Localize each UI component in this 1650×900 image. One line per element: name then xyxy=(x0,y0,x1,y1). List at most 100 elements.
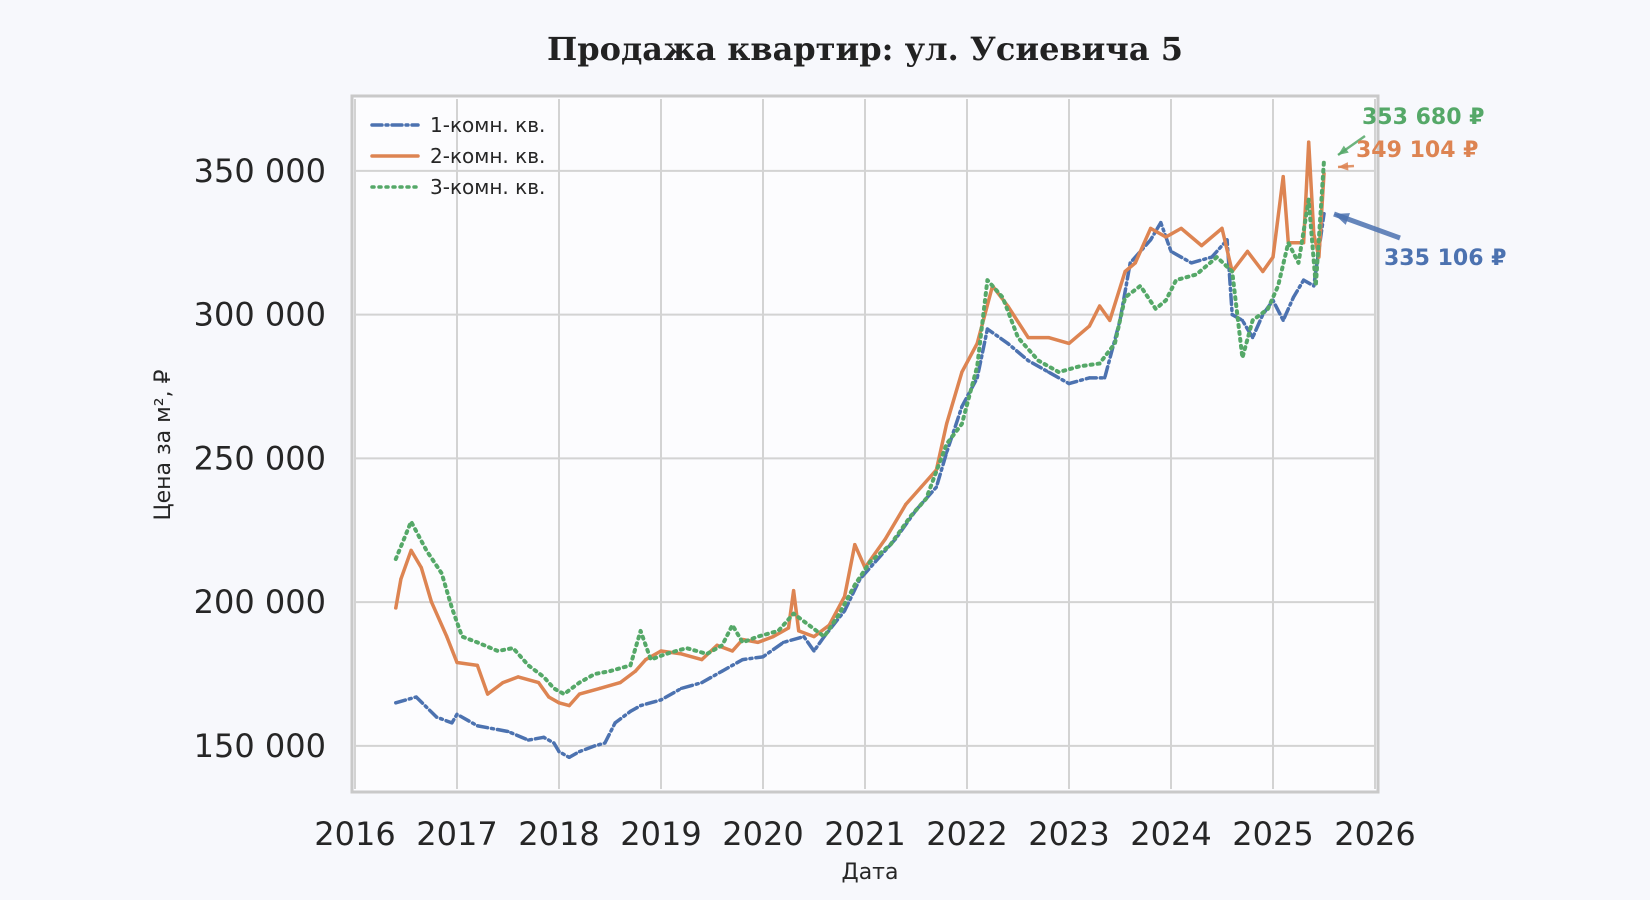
data-point xyxy=(985,327,990,331)
data-point xyxy=(1291,295,1295,299)
data-point xyxy=(644,658,648,662)
data-point xyxy=(1103,376,1107,380)
x-tick-label: 2016 xyxy=(314,815,395,853)
data-point xyxy=(730,649,735,653)
data-point xyxy=(628,709,633,713)
data-point xyxy=(429,600,434,604)
data-point xyxy=(501,681,505,685)
data-point xyxy=(720,669,724,673)
data-point xyxy=(945,422,949,426)
data-point xyxy=(1026,336,1030,340)
data-point xyxy=(1245,249,1250,253)
y-tick-label: 150 000 xyxy=(194,727,326,765)
data-point xyxy=(435,715,439,719)
legend-label: 1-комн. кв. xyxy=(430,113,545,137)
data-point xyxy=(445,635,449,639)
x-tick-label: 2017 xyxy=(416,815,497,853)
data-point xyxy=(934,485,939,489)
data-point xyxy=(1169,249,1173,253)
data-point xyxy=(1307,140,1311,144)
y-axis-label: Цена за м², ₽ xyxy=(151,369,176,520)
data-point xyxy=(516,675,520,679)
data-point xyxy=(450,721,454,725)
grid xyxy=(354,99,1376,789)
data-point xyxy=(756,640,760,644)
x-tick-label: 2023 xyxy=(1028,815,1109,853)
data-point xyxy=(633,669,638,673)
data-point xyxy=(1261,269,1265,274)
data-point xyxy=(679,686,684,690)
data-point xyxy=(618,681,622,685)
data-point xyxy=(1067,341,1071,345)
series-group xyxy=(393,140,1326,760)
data-point xyxy=(577,692,582,696)
data-point xyxy=(1220,226,1224,230)
x-tick-label: 2020 xyxy=(722,815,803,853)
x-tick-label: 2025 xyxy=(1232,815,1313,853)
data-point xyxy=(455,712,459,716)
data-point xyxy=(1047,336,1051,340)
annotation-label: 349 104 ₽ xyxy=(1356,138,1478,163)
data-point xyxy=(419,566,423,570)
data-point xyxy=(1108,318,1112,322)
data-point xyxy=(1240,318,1244,322)
data-point xyxy=(771,635,775,639)
data-point xyxy=(577,750,582,754)
data-point xyxy=(1067,382,1071,386)
data-point xyxy=(960,370,964,374)
legend-label: 2-комн. кв. xyxy=(430,144,545,168)
data-point xyxy=(414,695,418,699)
x-tick-label: 2024 xyxy=(1130,815,1211,853)
data-point xyxy=(613,721,617,725)
data-point xyxy=(786,626,791,630)
data-point xyxy=(797,629,801,633)
data-point xyxy=(1251,336,1255,340)
chart-title: Продажа квартир: ул. Усиевича 5 xyxy=(547,30,1183,68)
data-point xyxy=(486,692,490,696)
data-point xyxy=(700,681,704,685)
data-point xyxy=(598,686,602,690)
annotation-arrowhead xyxy=(1338,145,1349,155)
y-tick-label: 350 000 xyxy=(194,152,326,190)
x-axis-label: Дата xyxy=(842,860,899,885)
axis-ticks: 2016 2017 2018 2019 2020 2021 2022 2023 2024 2025… xyxy=(194,152,1416,853)
data-point xyxy=(741,658,745,662)
data-point xyxy=(506,729,510,734)
annotation-arrowhead xyxy=(1334,213,1350,225)
data-point xyxy=(394,606,398,610)
data-point xyxy=(659,649,663,653)
data-point xyxy=(700,658,704,662)
data-point xyxy=(1006,341,1010,345)
data-point xyxy=(1087,376,1091,380)
data-point xyxy=(1159,221,1163,225)
annotation-arrowhead xyxy=(1338,162,1349,171)
data-point xyxy=(639,704,643,708)
x-tick-label: 2022 xyxy=(926,815,1007,853)
y-tick-label: 200 000 xyxy=(194,583,326,621)
data-point xyxy=(1281,318,1285,322)
data-point xyxy=(1026,359,1030,363)
data-point xyxy=(1230,313,1234,317)
data-point xyxy=(945,451,949,455)
data-point xyxy=(1271,255,1275,259)
data-point xyxy=(659,698,663,702)
data-point xyxy=(542,735,546,739)
data-point xyxy=(812,649,816,653)
annotation-label: 353 680 ₽ xyxy=(1362,105,1484,130)
x-tick-label: 2026 xyxy=(1334,815,1415,853)
data-point xyxy=(475,724,479,728)
data-point xyxy=(557,750,561,754)
data-point xyxy=(1128,261,1132,265)
annotation-label: 335 106 ₽ xyxy=(1384,246,1506,271)
data-point xyxy=(1133,261,1137,265)
data-point xyxy=(567,704,571,708)
data-point xyxy=(1281,175,1285,179)
data-point xyxy=(802,635,806,639)
data-point xyxy=(455,660,459,665)
y-tick-label: 300 000 xyxy=(194,296,326,334)
data-point xyxy=(853,543,857,547)
legend: 1-комн. кв. 2-комн. кв. 3-комн. кв. xyxy=(370,113,545,199)
x-tick-label: 2018 xyxy=(518,815,599,853)
data-point xyxy=(475,663,479,667)
